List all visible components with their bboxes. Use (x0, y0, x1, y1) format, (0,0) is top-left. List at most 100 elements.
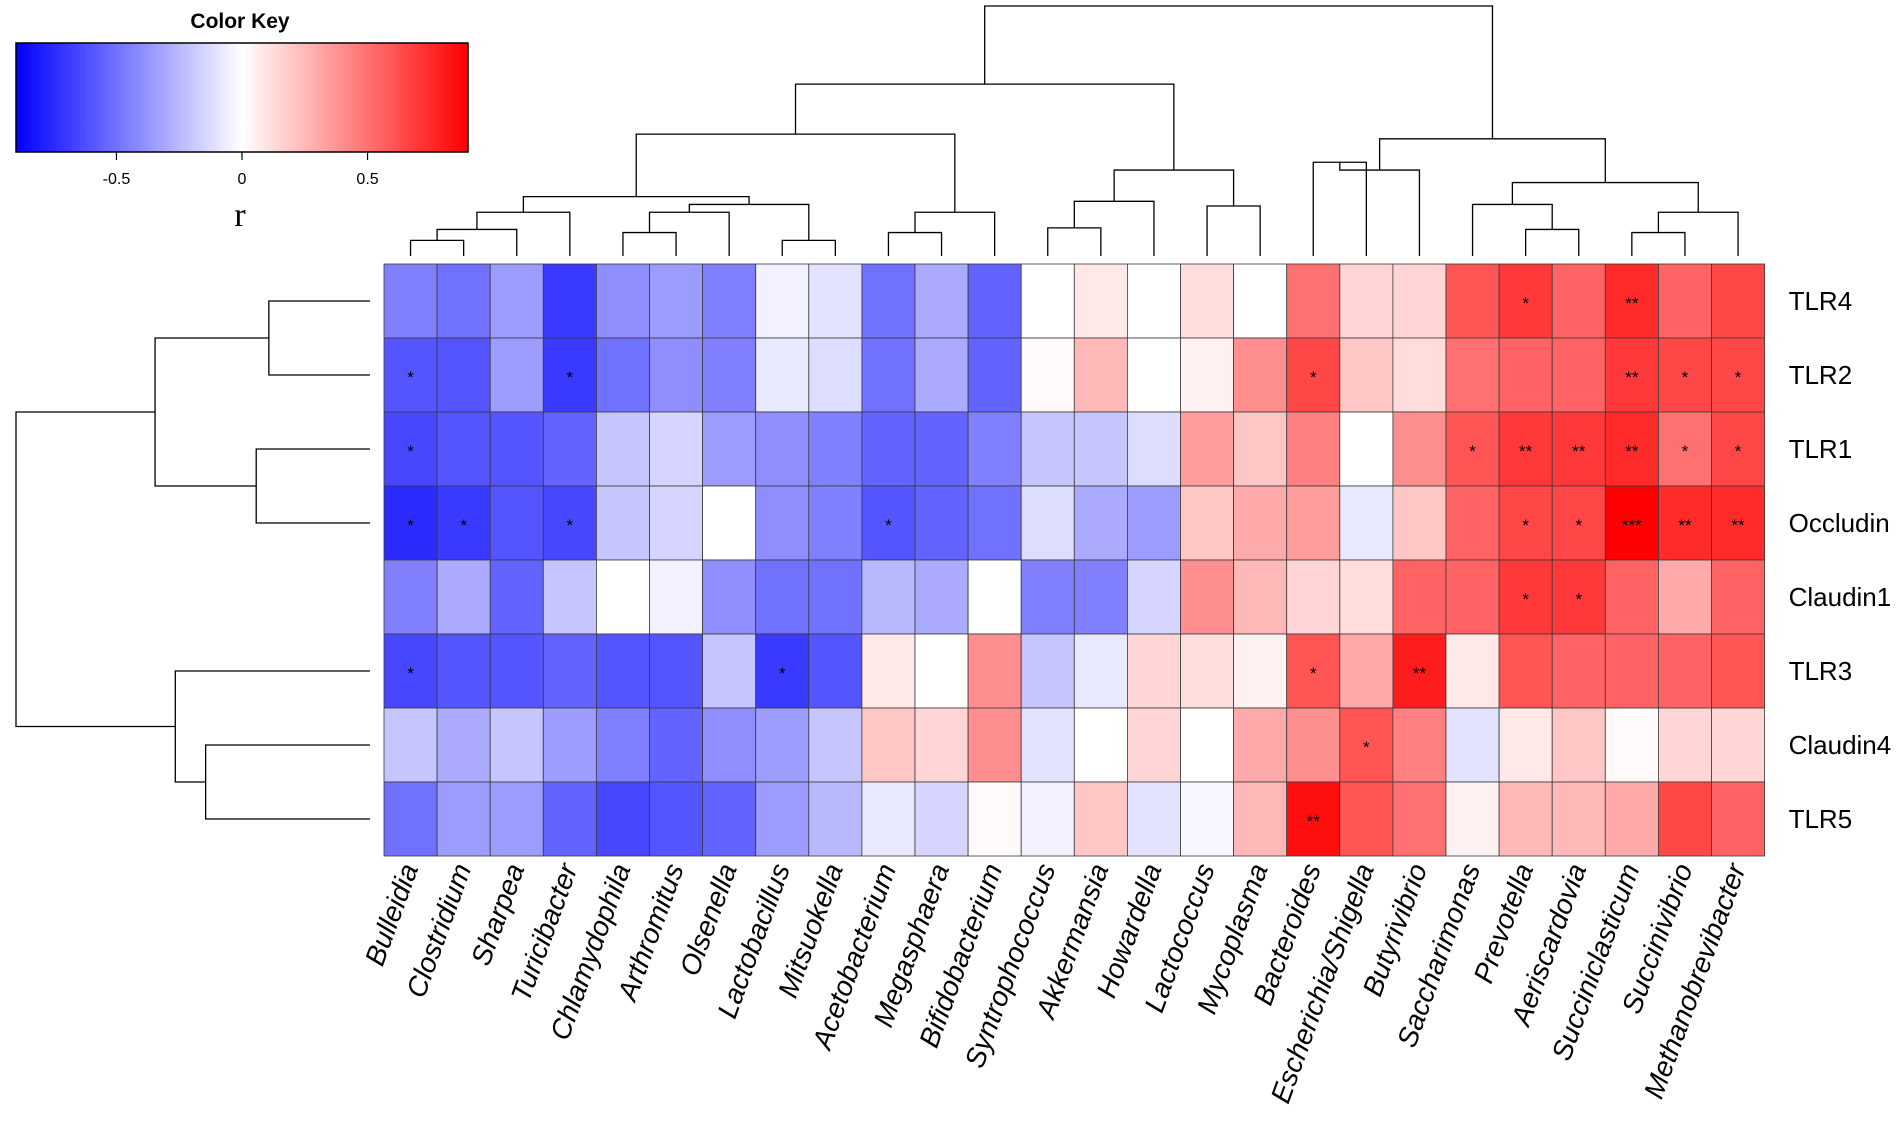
heatmap-cell-tlr3-bulleidia (383, 633, 438, 709)
dendrogram-branch (984, 5, 1494, 139)
heatmap-cell-occludin-syntrophococcus (1020, 485, 1075, 561)
significance-marks: * *** * * ** * ** * ** ** ** * ** * * * * * *** ** *** ** * * **… (407, 294, 1745, 831)
heatmap-cell-claudin1-lactobacillus (755, 559, 810, 635)
heatmap-cell-tlr1-megasphaera (914, 411, 969, 487)
dendrogram-branch (174, 670, 370, 783)
significance-mark: *** (1622, 516, 1642, 535)
heatmap-cell-claudin4-mitsuokella (808, 707, 863, 783)
significance-mark: * (1575, 590, 1582, 609)
heatmap-cell-occludin-bacteroides (1286, 485, 1341, 561)
heatmap-cell-tlr1-arthromitus (649, 411, 703, 487)
heatmap-cell-claudin4-saccharimonas (1445, 707, 1500, 783)
heatmap-cell-tlr5-olsenella (702, 781, 757, 857)
significance-mark: ** (1572, 442, 1586, 461)
dendrogram-branch (154, 337, 269, 487)
heatmap-cell-tlr5-lactobacillus (755, 781, 810, 857)
heatmap-cell-claudin1-saccharimonas (1445, 559, 1500, 635)
heatmap-cell-occludin-escherichia-shigella (1339, 485, 1394, 561)
heatmap-cell-claudin4-aeriscardovia (1551, 707, 1606, 783)
heatmap-cell-occludin-sharpea (489, 485, 544, 561)
heatmap-cell-occludin-chlamydophila (596, 485, 650, 561)
heatmap-cell-tlr5-mitsuokella (808, 781, 863, 857)
heatmap-cell-tlr2-acetobacterium (861, 337, 916, 413)
row-label: TLR5 (1789, 804, 1853, 834)
significance-mark: * (407, 516, 414, 535)
heatmap-cell-claudin1-butyrivibrio (1392, 559, 1447, 635)
dendrogram-branch (15, 411, 176, 728)
color-key-tick-label: 0.5 (356, 171, 378, 188)
heatmap-cell-tlr2-prevotella (1498, 337, 1553, 413)
heatmap-cell-tlr5-clostridium (436, 781, 491, 857)
dendrogram-branch (887, 231, 943, 256)
heatmap-cell-claudin4-mycoplasma (1233, 707, 1288, 783)
heatmap-cell-tlr2-akkermansia (1073, 337, 1128, 413)
heatmap-cell-claudin4-bacteroides (1286, 707, 1341, 783)
significance-mark: * (1735, 368, 1742, 387)
significance-mark: * (1522, 516, 1529, 535)
row-labels: TLR4 TLR2 TLR1 Occludin Claudin1 TLR3 Claudin4… (1789, 286, 1892, 834)
dendrogram-branch (204, 744, 370, 820)
heatmap-cell-tlr5-bulleidia (383, 781, 438, 857)
dendrogram-branch (1113, 169, 1235, 206)
heatmap-cell-tlr4-methanobrevibacter (1711, 263, 1765, 339)
heatmap-cell-occludin-methanobrevibacter (1711, 485, 1765, 561)
heatmap-cell-tlr2-megasphaera (914, 337, 969, 413)
heatmap-cell-tlr1-clostridium (436, 411, 491, 487)
heatmap-cell-tlr5-succinivibrio (1658, 781, 1712, 857)
dendrogram-branch (1511, 181, 1699, 213)
dendrogram-branch (1339, 162, 1421, 256)
heatmap-cell-tlr2-howardella (1127, 337, 1181, 413)
heatmap-cell-claudin1-mycoplasma (1233, 559, 1288, 635)
heatmap-cell-tlr5-butyrivibrio (1392, 781, 1447, 857)
heatmap-cell-claudin1-akkermansia (1073, 559, 1128, 635)
heatmap-cell-claudin1-turicibacter (542, 559, 597, 635)
heatmap-cell-claudin1-succiniclasticum (1604, 559, 1659, 635)
color-key-tick-label: 0 (238, 171, 247, 188)
heatmap-cell-tlr4-escherichia-shigella (1339, 263, 1394, 339)
heatmap-cell-tlr3-lactobacillus (755, 633, 810, 709)
significance-mark: * (1682, 442, 1689, 461)
row-label: TLR3 (1789, 656, 1853, 686)
dendrogram-branch (1471, 203, 1553, 256)
heatmap-cell-tlr1-akkermansia (1073, 411, 1128, 487)
color-key-tick-label: -0.5 (103, 171, 131, 188)
heatmap-cell-tlr5-sharpea (489, 781, 544, 857)
heatmap-cell-claudin4-escherichia-shigella (1339, 707, 1394, 783)
heatmap-cell-occludin-arthromitus (649, 485, 703, 561)
heatmap-cell-tlr4-bacteroides (1286, 263, 1341, 339)
heatmap-cell-claudin1-howardella (1127, 559, 1181, 635)
heatmap-cell-tlr3-methanobrevibacter (1711, 633, 1765, 709)
heatmap-cell-tlr1-howardella (1127, 411, 1181, 487)
heatmap-cell-tlr5-acetobacterium (861, 781, 916, 857)
heatmap-cell-occludin-saccharimonas (1445, 485, 1500, 561)
heatmap-cell-claudin1-aeriscardovia (1551, 559, 1606, 635)
significance-mark: * (407, 368, 414, 387)
heatmap-cell-tlr3-mycoplasma (1233, 633, 1288, 709)
heatmap-cell-tlr2-chlamydophila (596, 337, 650, 413)
significance-mark: ** (1625, 442, 1639, 461)
dendrogram-branch (1657, 211, 1739, 256)
heatmap-cell-occludin-olsenella (702, 485, 757, 561)
heatmap-cell-claudin4-sharpea (489, 707, 544, 783)
heatmap-cell-claudin4-megasphaera (914, 707, 969, 783)
heatmap-cell-tlr5-lactococcus (1180, 781, 1234, 857)
dendrogram-branch (268, 300, 370, 376)
dendrogram-branch (688, 203, 810, 241)
heatmap-cells (383, 263, 1765, 857)
significance-mark: ** (1307, 812, 1321, 831)
row-label: Occludin (1789, 508, 1890, 538)
heatmap-cell-claudin1-succinivibrio (1658, 559, 1712, 635)
heatmap-cell-tlr2-bifidobacterium (967, 337, 1022, 413)
heatmap-cell-tlr3-chlamydophila (596, 633, 650, 709)
dendrogram-branch (648, 211, 730, 256)
heatmap-cell-tlr1-turicibacter (542, 411, 597, 487)
heatmap-cell-tlr4-lactococcus (1180, 263, 1234, 339)
dendrogram-branch (635, 133, 956, 213)
heatmap-cell-tlr4-prevotella (1498, 263, 1553, 339)
heatmap-cell-tlr2-bulleidia (383, 337, 438, 413)
column-dendrogram (409, 5, 1739, 256)
dendrogram-branch (622, 231, 677, 256)
heatmap-cell-tlr1-mycoplasma (1233, 411, 1288, 487)
heatmap-cell-tlr4-megasphaera (914, 263, 969, 339)
heatmap-cell-tlr5-chlamydophila (596, 781, 650, 857)
